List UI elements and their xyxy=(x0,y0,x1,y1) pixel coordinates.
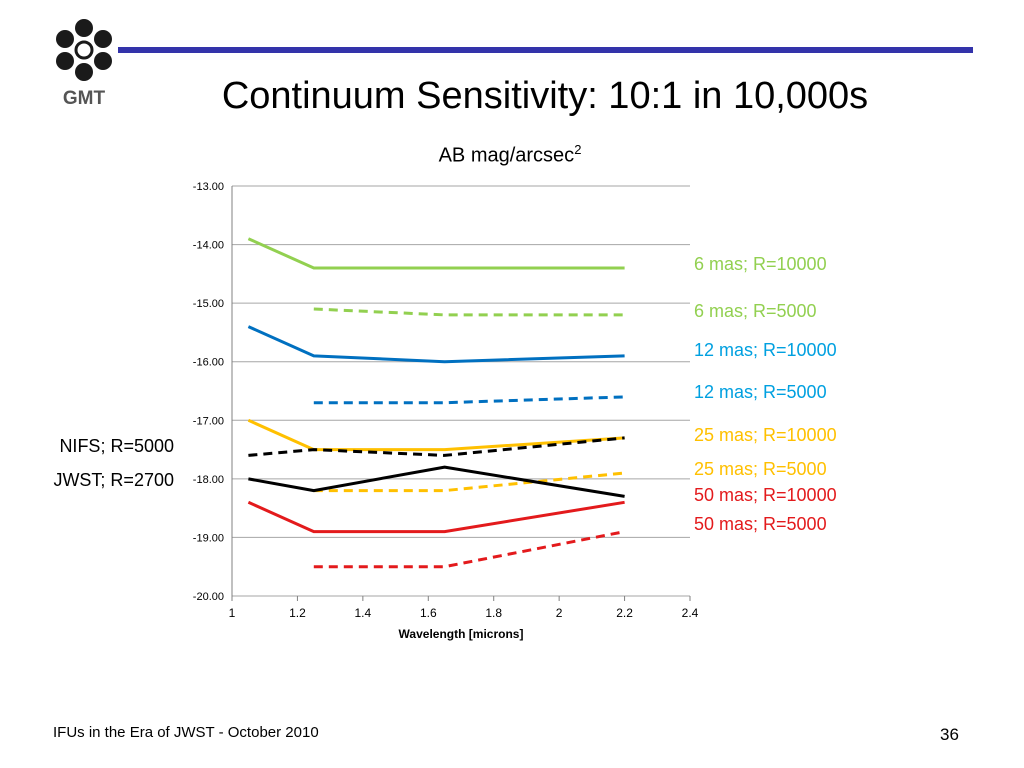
series-line-50-mas-r-10000 xyxy=(247,500,625,534)
legend-label: NIFS; R=5000 xyxy=(59,436,174,456)
x-tick-label: 2.4 xyxy=(682,606,699,620)
series-line-25-mas-r-10000 xyxy=(247,418,625,452)
series-line-6-mas-r-10000 xyxy=(247,237,625,270)
gmt-logo: GMT xyxy=(56,19,112,109)
legend-label: 6 mas; R=10000 xyxy=(694,254,827,274)
page-title: Continuum Sensitivity: 10:1 in 10,000s xyxy=(221,75,869,117)
x-tick-label: 2 xyxy=(556,606,563,620)
y-tick-label: -17.00 xyxy=(193,415,224,427)
legend-label: JWST; R=2700 xyxy=(53,470,174,490)
legend-label: 25 mas; R=10000 xyxy=(694,425,837,445)
y-tick-label: -16.00 xyxy=(193,357,224,369)
x-tick-label: 1.6 xyxy=(420,606,437,620)
legend-label: 25 mas; R=5000 xyxy=(694,459,827,479)
subtitle-superscript: 2 xyxy=(574,142,582,157)
series-line-jwst-r-2700 xyxy=(248,465,625,498)
series-line-nifs-r-5000 xyxy=(248,436,625,457)
x-tick-label: 1 xyxy=(229,606,236,620)
subtitle-text: AB mag/arcsec xyxy=(438,144,575,167)
legend-label: 6 mas; R=5000 xyxy=(694,301,817,321)
logo-text: GMT xyxy=(63,88,106,109)
x-tick-label: 1.8 xyxy=(485,606,502,620)
legend-label: 50 mas; R=5000 xyxy=(694,514,827,534)
x-axis-label: Wavelength [microns] xyxy=(399,627,524,641)
series-line-50-mas-r-5000 xyxy=(313,530,625,569)
y-tick-label: -14.00 xyxy=(193,240,224,252)
y-tick-label: -15.00 xyxy=(193,298,224,310)
flower-icon xyxy=(56,19,112,81)
x-tick-label: 1.4 xyxy=(355,606,372,620)
y-tick-label: -18.00 xyxy=(193,474,224,486)
legend-label: 50 mas; R=10000 xyxy=(694,485,837,505)
chart-subtitle: AB mag/arcsec2 xyxy=(0,137,1020,169)
y-tick-label: -13.00 xyxy=(193,181,224,193)
header-rule xyxy=(118,47,973,53)
x-tick-label: 1.2 xyxy=(289,606,306,620)
footer-text: IFUs in the Era of JWST - October 2010 xyxy=(53,724,319,741)
y-tick-label: -20.00 xyxy=(193,591,224,603)
series-line-12-mas-r-5000 xyxy=(313,395,625,405)
series-line-6-mas-r-5000 xyxy=(313,307,625,317)
x-tick-label: 2.2 xyxy=(616,606,633,620)
page-number: 36 xyxy=(940,725,959,744)
legend-label: 12 mas; R=5000 xyxy=(694,382,827,402)
series-line-12-mas-r-10000 xyxy=(247,325,625,364)
legend-label: 12 mas; R=10000 xyxy=(694,340,837,360)
y-tick-label: -19.00 xyxy=(193,532,224,544)
